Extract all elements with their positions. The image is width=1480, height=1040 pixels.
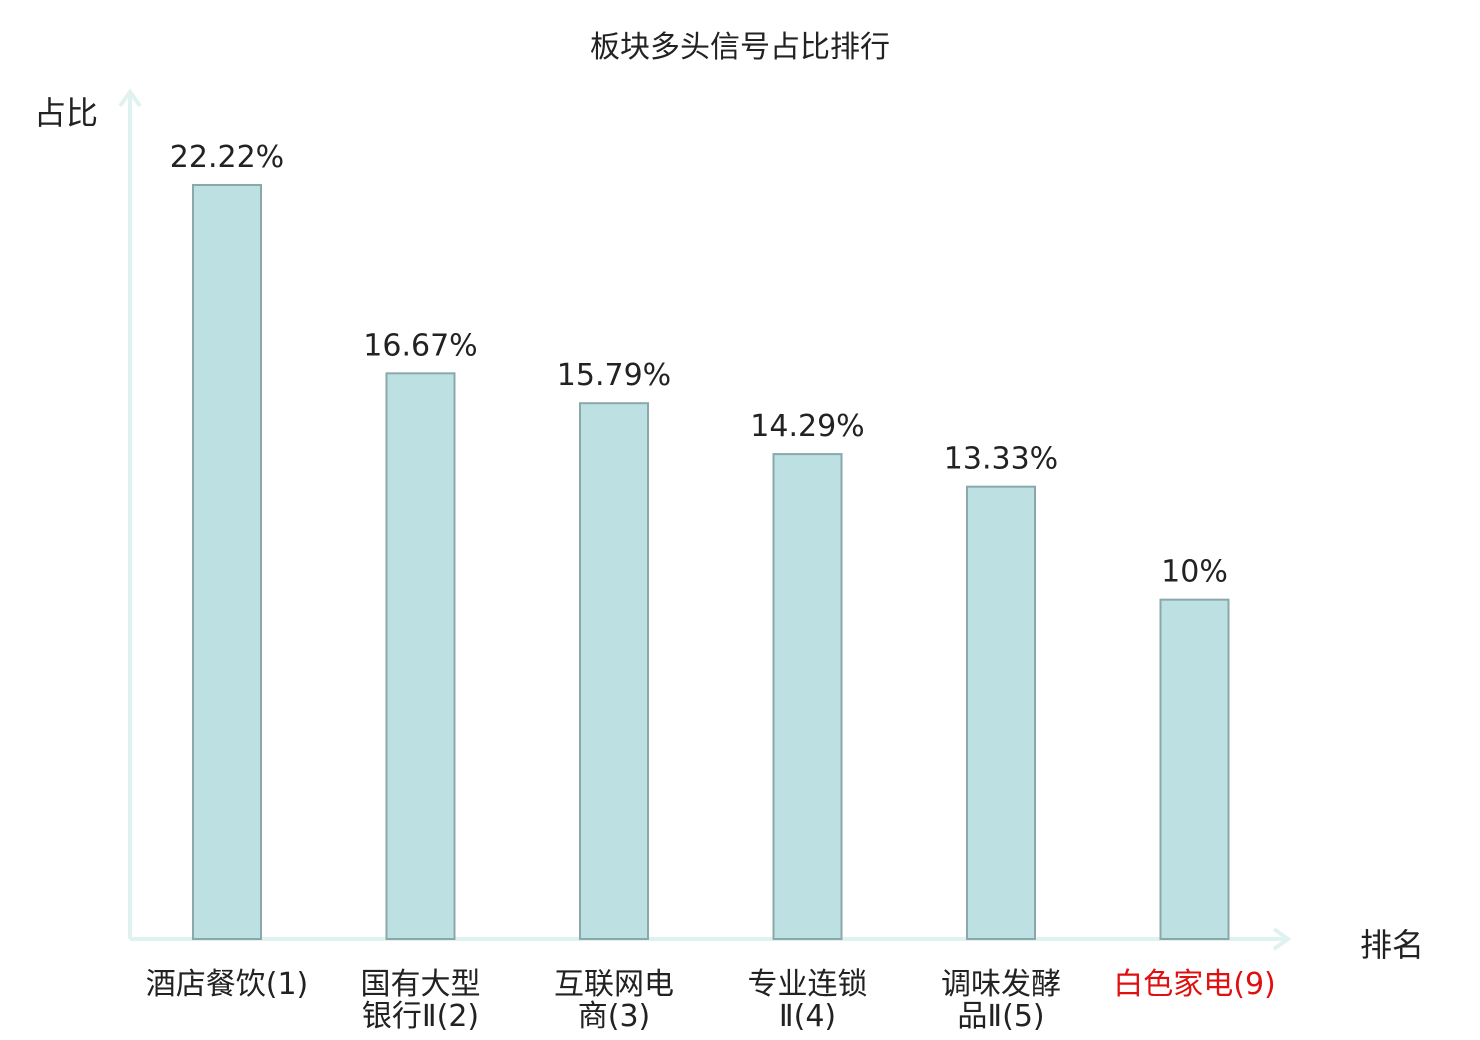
x-axis-arrow [1272,927,1292,951]
bar [385,372,456,940]
bar [1159,598,1230,940]
y-axis-arrow [118,88,142,108]
bar [579,402,649,940]
x-tick-label: 互联网电 [554,967,674,1002]
x-tick-label: 专业连锁 [748,967,868,1002]
x-tick-label: 商(3) [578,999,651,1034]
data-label: 16.67% [363,328,477,363]
data-label: 22.22% [170,140,284,175]
x-tick-label: 酒店餐饮(1) [146,967,309,1002]
data-label: 14.29% [750,409,864,444]
x-axis-label: 排名 [1360,926,1425,964]
x-tick-label: 国有大型 [361,967,481,1002]
y-axis-label: 占比 [34,94,99,132]
data-label: 15.79% [557,358,671,393]
x-tick-label: 调味发酵 [941,967,1061,1002]
data-label: 13.33% [944,442,1058,477]
x-tick-label: 白色家电(9) [1113,967,1276,1002]
bar [192,184,262,940]
x-tick-label: 银行Ⅱ(2) [362,999,479,1034]
chart-title: 板块多头信号占比排行 [590,30,890,65]
bar [772,453,843,940]
x-tick-label: 品Ⅱ(5) [957,999,1044,1034]
x-tick-label: Ⅱ(4) [779,999,836,1034]
data-label: 10% [1161,555,1228,590]
bar [966,485,1036,940]
